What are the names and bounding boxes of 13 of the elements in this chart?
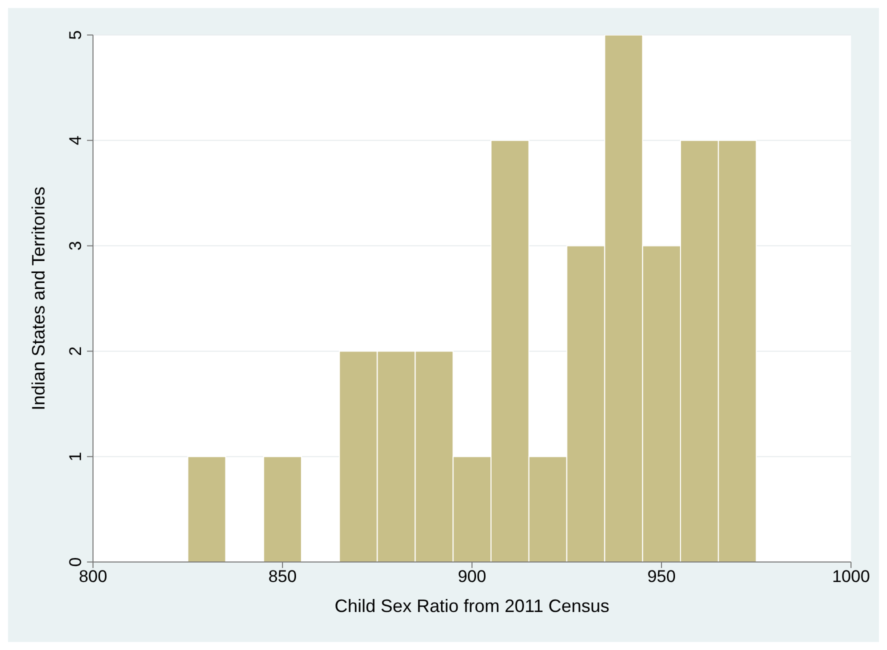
x-axis-title: Child Sex Ratio from 2011 Census	[334, 596, 610, 616]
y-tick-label: 3	[66, 241, 85, 251]
y-tick-label: 5	[66, 30, 85, 40]
y-tick-label: 4	[66, 136, 85, 146]
x-tick-label: 950	[647, 567, 676, 586]
y-tick-label: 1	[66, 452, 85, 462]
x-tick-label: 850	[268, 567, 297, 586]
x-tick-label: 800	[78, 567, 108, 586]
x-tick-label: 1000	[832, 567, 870, 586]
y-axis-title: Indian States and Territories	[28, 186, 48, 410]
y-tick-label: 2	[66, 346, 85, 356]
x-tick-label: 900	[458, 567, 486, 586]
y-tick-label: 0	[66, 557, 85, 567]
